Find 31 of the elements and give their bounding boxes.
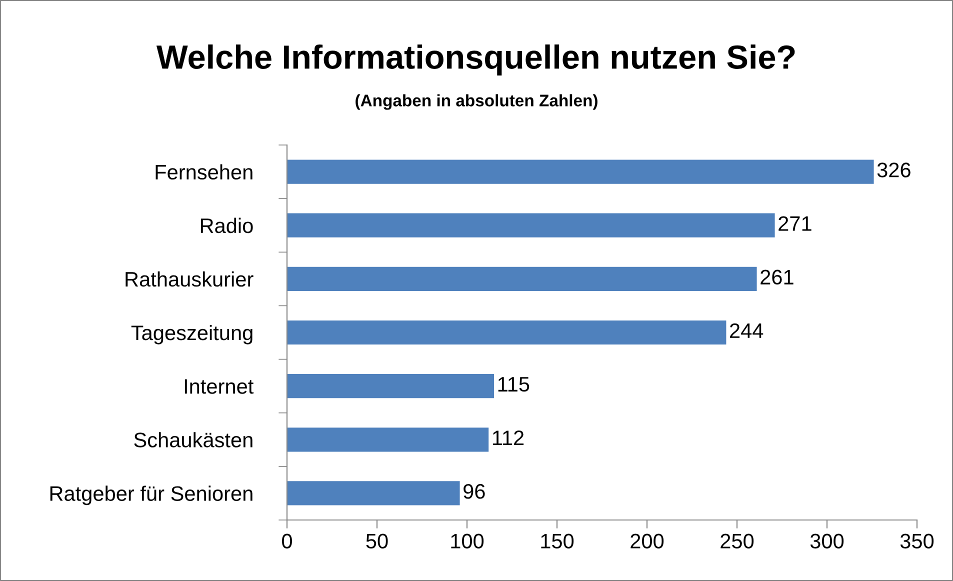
bar bbox=[287, 374, 494, 398]
bar bbox=[287, 428, 489, 452]
bar bbox=[287, 160, 874, 184]
data-label: 326 bbox=[877, 162, 910, 178]
data-label: 96 bbox=[464, 484, 485, 499]
y-tick-label: Radio bbox=[200, 218, 253, 234]
x-tick-label: 300 bbox=[810, 534, 844, 548]
chart-subtitle: (Angaben in absoluten Zahlen) bbox=[356, 94, 598, 110]
x-tick-label: 200 bbox=[630, 534, 664, 548]
bar bbox=[287, 320, 726, 345]
data-label: 271 bbox=[778, 216, 812, 231]
x-tick-label: 150 bbox=[541, 534, 574, 548]
data-label: 244 bbox=[730, 323, 764, 338]
x-tick-label: 350 bbox=[900, 534, 934, 548]
x-tick-label: 0 bbox=[282, 534, 292, 548]
bar bbox=[287, 266, 757, 291]
y-tick-label: Tageszeitung bbox=[131, 324, 252, 344]
data-label: 112 bbox=[492, 430, 524, 446]
y-tick-label: Fernsehen bbox=[156, 164, 252, 180]
y-tick-label: Rathauskurier bbox=[126, 271, 254, 287]
x-tick-label: 50 bbox=[366, 534, 388, 548]
bar bbox=[287, 213, 775, 238]
y-tick-label: Ratgeber für Senioren bbox=[50, 486, 252, 506]
y-tick-label: Internet bbox=[184, 379, 254, 394]
bar bbox=[287, 481, 460, 506]
x-tick-label: 100 bbox=[451, 534, 484, 548]
chart-title: Welche Informationsquellen nutzen Sie? bbox=[156, 44, 795, 76]
data-label: 115 bbox=[498, 377, 530, 392]
data-label: 261 bbox=[760, 270, 794, 285]
y-tick-label: Schaukästen bbox=[134, 432, 252, 448]
x-tick-label: 250 bbox=[720, 534, 754, 548]
